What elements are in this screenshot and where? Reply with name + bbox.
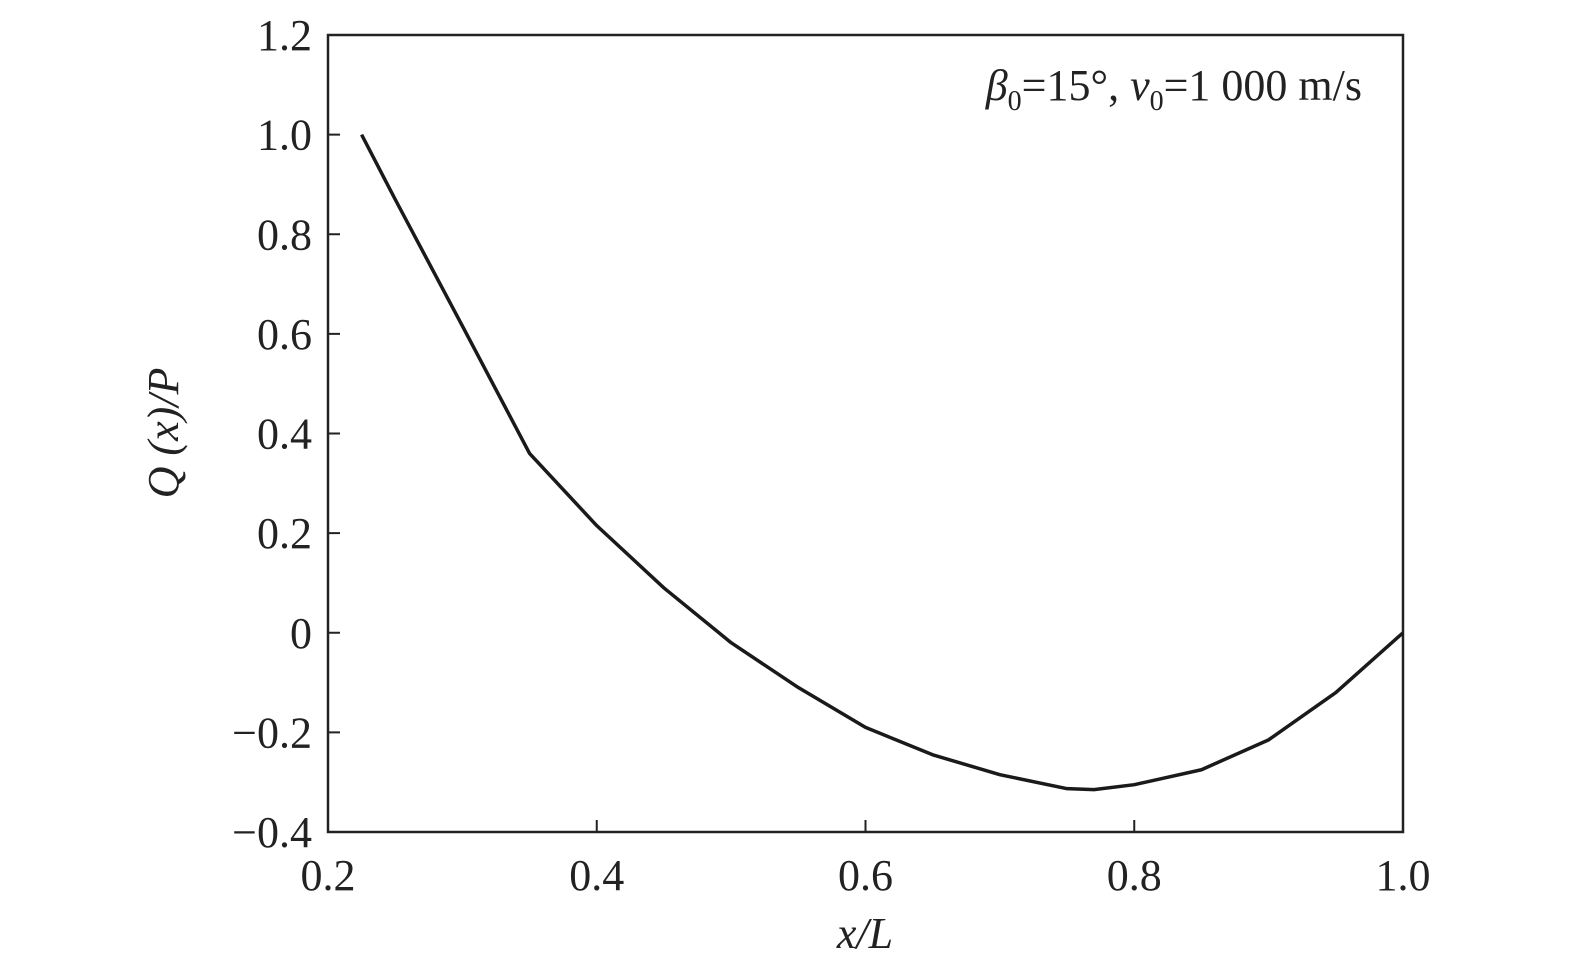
plot-frame (326, 33, 1405, 834)
annotation-part: β (985, 61, 1008, 110)
y-tick-label: −0.2 (232, 708, 312, 757)
x-tick-label: 0.8 (1107, 851, 1162, 900)
annotation: β0=15°, v0=1 000 m/s (985, 61, 1362, 117)
y-tick-label: 0.2 (257, 509, 312, 558)
y-tick-label: 0.4 (257, 410, 312, 459)
y-tick-label: 0 (290, 609, 312, 658)
y-tick-label: 1.0 (257, 111, 312, 160)
annotation-part: 0 (1150, 86, 1164, 117)
x-tick-label: 0.2 (301, 851, 356, 900)
y-tick-label: 1.2 (257, 11, 312, 60)
annotation-part: 0 (1008, 86, 1022, 117)
data-line (360, 133, 1405, 792)
y-tick-label: −0.4 (232, 808, 312, 857)
annotation-part: v (1130, 61, 1150, 110)
annotation-part: =15°, (1022, 61, 1130, 110)
annotation-part: =1 000 m/s (1164, 61, 1362, 110)
x-tick-label: 1.0 (1376, 851, 1431, 900)
x-axis-label: x/L (836, 909, 893, 958)
y-tick-label: 0.6 (257, 310, 312, 359)
y-axis-label: Q (x)/P (139, 368, 188, 499)
x-tick-label: 0.4 (569, 851, 624, 900)
y-tick-label: 0.8 (257, 210, 312, 259)
x-tick-label: 0.6 (838, 851, 893, 900)
